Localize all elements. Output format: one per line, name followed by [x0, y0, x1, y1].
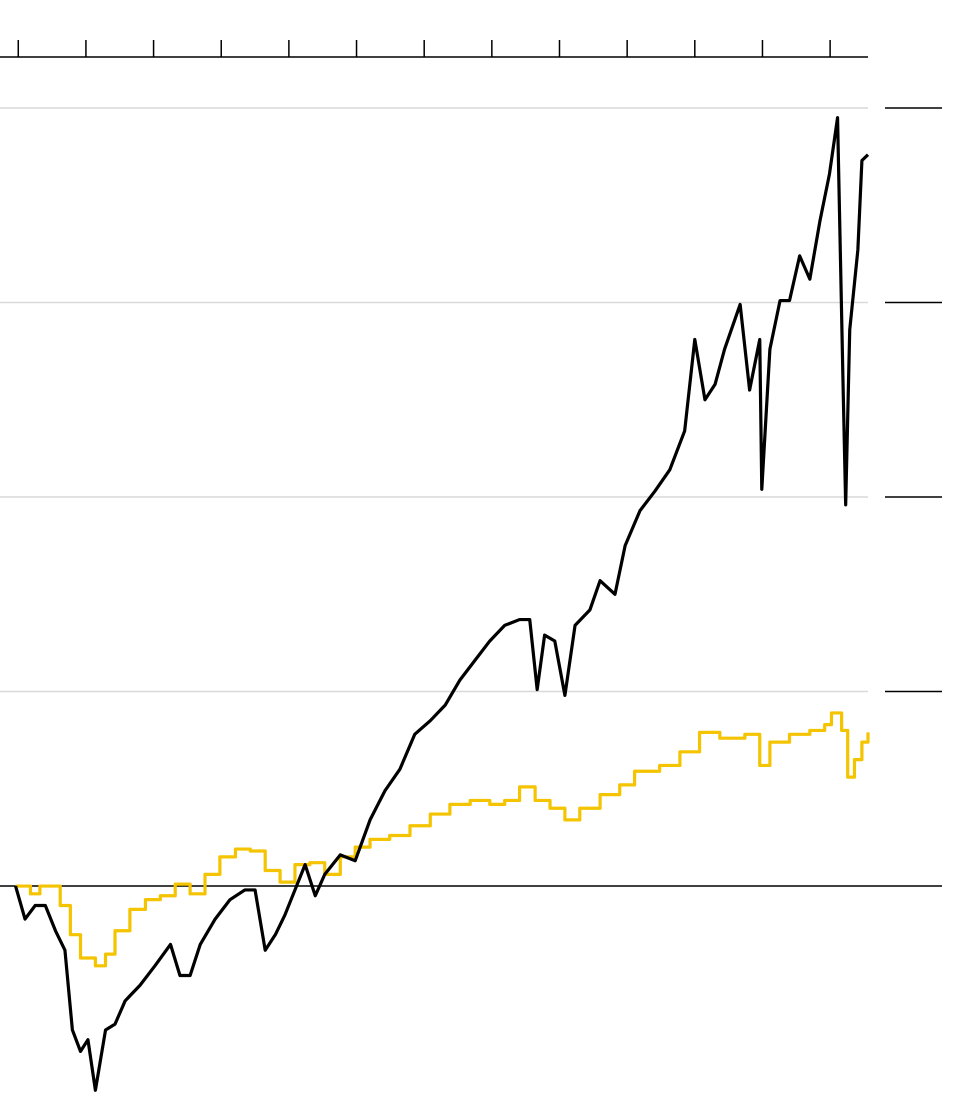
series-line	[15, 711, 870, 968]
series-line	[14, 116, 870, 1092]
